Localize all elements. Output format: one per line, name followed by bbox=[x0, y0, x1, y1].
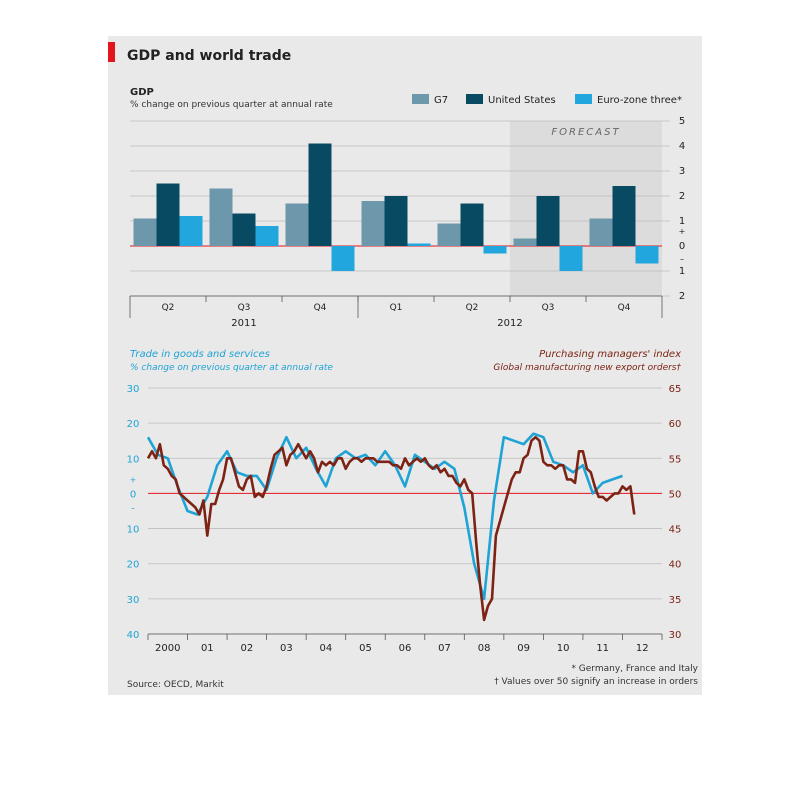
line-xtick-label: 08 bbox=[478, 643, 491, 654]
line-xtick-label: 01 bbox=[201, 643, 214, 654]
gdp-bar bbox=[255, 226, 279, 246]
gdp-bar bbox=[179, 216, 203, 246]
left-ytick-label: 30 bbox=[127, 595, 140, 606]
gdp-bar bbox=[209, 188, 233, 246]
right-ytick-label: 35 bbox=[669, 595, 682, 606]
line-xtick-label: 02 bbox=[240, 643, 253, 654]
gdp-ytick-label: 3 bbox=[679, 166, 685, 177]
gdp-bar bbox=[232, 213, 256, 246]
trade-subtitle: % change on previous quarter at annual r… bbox=[130, 363, 333, 373]
left-plus-sign: + bbox=[130, 475, 137, 484]
right-ytick-label: 40 bbox=[669, 560, 682, 571]
gdp-bar bbox=[156, 183, 180, 246]
left-minus-sign: – bbox=[131, 503, 135, 512]
gdp-bar bbox=[133, 218, 157, 246]
trade-title: Trade in goods and services bbox=[130, 349, 270, 360]
title-accent-bar bbox=[108, 42, 115, 62]
left-ytick-label: 0 bbox=[130, 489, 136, 500]
gdp-bar-chart: FORECAST 2 1 0 1 2 3 4 5 + – Q2 Q3 Q4 Q1 Q2 Q3 Q4 2011 201… bbox=[129, 87, 686, 329]
gdp-bar bbox=[559, 246, 583, 271]
gdp-bar bbox=[513, 238, 537, 246]
gdp-bar bbox=[308, 143, 332, 246]
line-xtick-label: 03 bbox=[280, 643, 293, 654]
trade-pmi-line-chart: 40 30 20 10 0 10 20 30 + – 30 35 40 45 50 55 60 65 2000 01 0… bbox=[127, 349, 682, 654]
figure-title: GDP and world trade bbox=[127, 48, 292, 64]
gdp-ytick-label: 2 bbox=[679, 191, 685, 202]
right-ytick-label: 55 bbox=[669, 454, 682, 465]
gdp-bar bbox=[361, 201, 385, 246]
gdp-ytick-label: 5 bbox=[679, 116, 685, 127]
line-xtick-label: 12 bbox=[636, 643, 649, 654]
left-ytick-label: 20 bbox=[127, 419, 140, 430]
footnote-2: † Values over 50 signify an increase in … bbox=[494, 677, 698, 687]
line-xtick-label: 07 bbox=[438, 643, 451, 654]
left-ytick-label: 10 bbox=[127, 454, 140, 465]
gdp-quarter-label: Q4 bbox=[314, 303, 327, 313]
gdp-quarter-label: Q1 bbox=[390, 303, 403, 313]
legend-label: United States bbox=[488, 95, 556, 106]
gdp-ytick-label: 1 bbox=[679, 216, 685, 227]
line-xtick-label: 05 bbox=[359, 643, 372, 654]
right-ytick-label: 50 bbox=[669, 489, 682, 500]
pmi-title: Purchasing managers' index bbox=[539, 349, 681, 360]
gdp-bar bbox=[536, 196, 560, 246]
line-xtick-label: 11 bbox=[596, 643, 609, 654]
line-xtick-label: 04 bbox=[320, 643, 333, 654]
right-ytick-label: 30 bbox=[669, 630, 682, 641]
gdp-quarter-label: Q3 bbox=[238, 303, 251, 313]
gdp-chart-title: GDP bbox=[130, 87, 154, 98]
forecast-label: FORECAST bbox=[551, 127, 620, 138]
gdp-bar bbox=[285, 203, 309, 246]
gdp-ytick-label: 0 bbox=[679, 241, 685, 252]
footnote-1: * Germany, France and Italy bbox=[571, 664, 698, 674]
gdp-bar bbox=[407, 243, 431, 246]
gdp-quarter-label: Q4 bbox=[618, 303, 631, 313]
gdp-quarter-label: Q2 bbox=[162, 303, 175, 313]
forecast-shading bbox=[510, 121, 662, 296]
gdp-ytick-label: 2 bbox=[679, 291, 685, 302]
pmi-line bbox=[146, 435, 636, 622]
right-ytick-label: 65 bbox=[669, 384, 682, 395]
gdp-year-label: 2011 bbox=[231, 318, 256, 329]
source-note: Source: OECD, Markit bbox=[127, 680, 224, 690]
gdp-plus-sign: + bbox=[679, 227, 686, 236]
gdp-legend: G7 United States Euro-zone three* bbox=[412, 94, 682, 106]
left-ytick-label: 10 bbox=[127, 525, 140, 536]
line-xtick-label: 06 bbox=[399, 643, 412, 654]
line-xtick-label: 10 bbox=[557, 643, 570, 654]
gdp-bar bbox=[612, 186, 636, 246]
legend-swatch bbox=[466, 94, 483, 104]
gdp-chart-subtitle: % change on previous quarter at annual r… bbox=[130, 100, 333, 110]
gdp-bar bbox=[460, 203, 484, 246]
pmi-subtitle: Global manufacturing new export orders† bbox=[493, 363, 681, 373]
gdp-bar bbox=[331, 246, 355, 271]
left-ytick-label: 40 bbox=[127, 630, 140, 641]
gdp-bar bbox=[437, 223, 461, 246]
gdp-bar bbox=[483, 246, 507, 254]
gdp-ytick-label: 1 bbox=[679, 266, 685, 277]
gdp-ytick-label: 4 bbox=[679, 141, 685, 152]
right-ytick-label: 45 bbox=[669, 525, 682, 536]
gdp-quarter-label: Q3 bbox=[542, 303, 555, 313]
line-xtick-label: 09 bbox=[517, 643, 530, 654]
gdp-bar bbox=[589, 218, 613, 246]
right-ytick-label: 60 bbox=[669, 419, 682, 430]
line-xtick-label: 2000 bbox=[155, 643, 180, 654]
legend-label: G7 bbox=[434, 95, 448, 106]
legend-swatch bbox=[575, 94, 592, 104]
legend-swatch bbox=[412, 94, 429, 104]
gdp-quarter-label: Q2 bbox=[466, 303, 479, 313]
left-ytick-label: 30 bbox=[127, 384, 140, 395]
gdp-bar bbox=[384, 196, 408, 246]
gdp-year-label: 2012 bbox=[497, 318, 522, 329]
legend-label: Euro-zone three* bbox=[597, 95, 682, 106]
gdp-minus-sign: – bbox=[680, 255, 684, 264]
gdp-bar bbox=[635, 246, 659, 264]
left-ytick-label: 20 bbox=[127, 560, 140, 571]
trade-line bbox=[146, 432, 623, 601]
